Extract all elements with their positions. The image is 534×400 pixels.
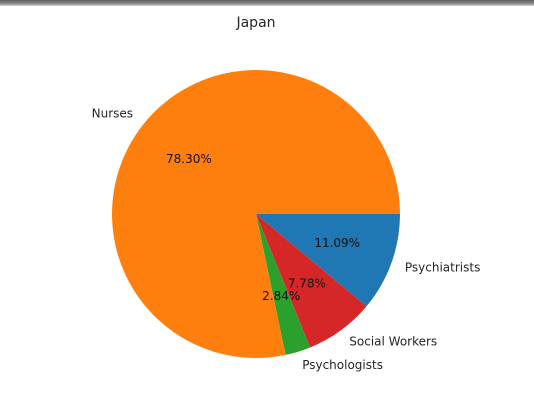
pie-slice-nurses [112,69,401,358]
window-top-bar [0,0,534,6]
chart-title: Japan [235,15,275,31]
percent-label-nurses: 78.30% [166,152,212,166]
pie-slices [112,69,401,358]
category-label-social-workers: Social Workers [349,335,437,349]
pie-slice-psychiatrists [256,214,400,307]
pie-labels: Psychiatrists 11.09% Social Workers 7.78% Ps… [92,107,481,372]
percent-label-social-workers: 7.78% [288,276,326,290]
category-label-psychiatrists: Psychiatrists [405,261,480,275]
percent-label-psychologists: 2.84% [262,289,300,303]
category-label-psychologists: Psychologists [302,358,383,372]
percent-label-psychiatrists: 11.09% [314,236,360,250]
pie-slice-social-workers [256,214,367,348]
category-label-nurses: Nurses [92,107,133,121]
pie-slice-psychologists [256,214,311,355]
